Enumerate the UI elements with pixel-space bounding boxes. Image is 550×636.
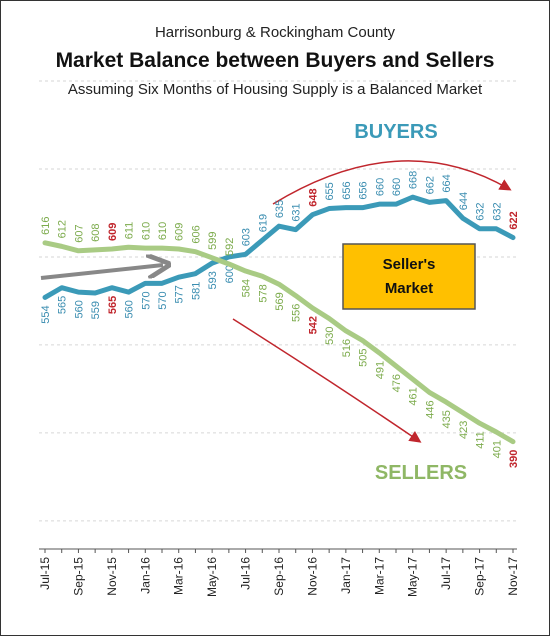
sellers-arrow (232, 318, 422, 443)
data-label: 505 (358, 349, 370, 367)
data-label: 461 (408, 387, 420, 405)
data-label: 530 (324, 327, 336, 345)
data-label: 635 (274, 200, 286, 218)
x-tick-label: Jul-16 (239, 557, 253, 590)
data-label: 655 (324, 182, 336, 200)
data-label: 593 (207, 271, 219, 289)
data-label: 660 (391, 178, 403, 196)
data-label: 662 (424, 176, 436, 194)
data-label: 619 (257, 214, 269, 232)
data-label: 660 (374, 178, 386, 196)
data-label: 446 (424, 400, 436, 418)
data-label: 570 (140, 291, 152, 309)
data-label: 390 (508, 450, 520, 468)
data-label: 664 (441, 174, 453, 192)
data-label: 570 (157, 291, 169, 309)
x-tick-label: Mar-17 (372, 557, 386, 595)
data-label: 556 (291, 304, 303, 322)
x-tick-label: Nov-17 (506, 557, 520, 596)
data-label: 609 (174, 223, 186, 241)
annotation-text: Seller's (383, 256, 436, 273)
data-label: 632 (491, 202, 503, 220)
x-tick-label: Jan-17 (339, 557, 353, 594)
data-label: 648 (307, 188, 319, 206)
data-label: 542 (307, 316, 319, 334)
annotation-text: Market (385, 280, 433, 297)
plot: Jul-15 Sep-15 Nov-15 Jan-16 Mar-16 May-16 Jul-… (38, 171, 520, 597)
data-label: 592 (224, 238, 236, 256)
data-label: 516 (341, 339, 353, 357)
x-tick-label: Sep-15 (71, 557, 85, 596)
x-tick-label: May-16 (205, 557, 219, 597)
data-label: 612 (57, 220, 69, 238)
chart-title: Market Balance between Buyers and Seller… (56, 49, 495, 72)
data-label: 608 (90, 224, 102, 242)
data-label: 560 (124, 300, 136, 318)
x-tick-label: Sep-16 (272, 557, 286, 596)
chart-subtitle: Assuming Six Months of Housing Supply is… (68, 81, 483, 98)
series-label: BUYERS (354, 121, 437, 143)
data-label: 401 (491, 440, 503, 458)
data-label: 644 (458, 192, 470, 210)
data-label: 581 (190, 282, 202, 300)
data-label: 559 (90, 301, 102, 319)
x-tick-label: Nov-16 (305, 557, 319, 596)
data-label: 565 (107, 296, 119, 314)
data-label: 554 (40, 305, 52, 323)
chart-supertitle: Harrisonburg & Rockingham County (155, 24, 396, 41)
data-label: 411 (475, 431, 487, 449)
x-tick-label: Jul-17 (439, 557, 453, 590)
data-label: 476 (391, 374, 403, 392)
data-label: 603 (241, 228, 253, 246)
annotation-box (342, 243, 476, 310)
series-line (42, 240, 516, 445)
data-label: 423 (458, 421, 470, 439)
data-label: 491 (374, 361, 386, 379)
data-label: 610 (140, 222, 152, 240)
data-label: 569 (274, 292, 286, 310)
data-label: 609 (107, 223, 119, 241)
data-label: 632 (475, 202, 487, 220)
data-label: 577 (174, 285, 186, 303)
data-label: 435 (441, 410, 453, 428)
data-label: 622 (508, 211, 520, 229)
data-label: 616 (40, 217, 52, 235)
x-tick-label: Mar-16 (172, 557, 186, 595)
data-label: 584 (241, 279, 253, 297)
series-label: SELLERS (375, 462, 467, 484)
data-label: 600 (224, 265, 236, 283)
buyers-arrow (272, 160, 512, 205)
gray-arrow (40, 265, 163, 280)
data-label: 560 (73, 300, 85, 318)
x-tick-label: May-17 (406, 557, 420, 597)
data-label: 607 (73, 224, 85, 242)
data-label: 606 (190, 225, 202, 243)
data-label: 611 (124, 222, 136, 240)
data-label: 578 (257, 284, 269, 302)
data-label: 668 (408, 171, 420, 189)
data-label: 565 (57, 296, 69, 314)
data-label: 656 (341, 181, 353, 199)
x-tick-label: Nov-15 (105, 557, 119, 596)
x-tick-label: Jan-16 (138, 557, 152, 594)
data-label: 631 (291, 203, 303, 221)
data-label: 656 (358, 181, 370, 199)
x-tick-label: Jul-15 (38, 557, 52, 590)
arrows (40, 160, 512, 443)
data-label: 599 (207, 231, 219, 249)
series-line (42, 194, 516, 300)
x-tick-label: Sep-17 (473, 557, 487, 596)
data-label: 610 (157, 222, 169, 240)
